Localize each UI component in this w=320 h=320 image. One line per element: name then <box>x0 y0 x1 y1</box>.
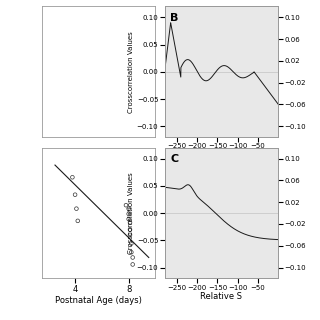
Point <box>126 211 131 216</box>
Point <box>70 175 75 180</box>
Point <box>126 217 131 222</box>
X-axis label: Relative S: Relative S <box>200 151 243 160</box>
Point <box>74 206 79 211</box>
Y-axis label: Crosscorrelation Values: Crosscorrelation Values <box>128 172 134 254</box>
Point <box>129 241 134 246</box>
Point <box>129 250 134 255</box>
Point <box>73 192 78 197</box>
Point <box>75 218 80 223</box>
X-axis label: Relative S: Relative S <box>200 292 243 301</box>
Point <box>127 227 132 232</box>
Text: B: B <box>170 13 179 23</box>
Point <box>130 262 135 267</box>
Point <box>130 255 135 260</box>
Point <box>127 232 132 237</box>
X-axis label: Postnatal Age (days): Postnatal Age (days) <box>55 296 142 305</box>
Point <box>124 203 129 208</box>
Text: C: C <box>170 154 178 164</box>
Point <box>126 206 131 211</box>
Point <box>127 220 132 225</box>
Y-axis label: Crosscorrelation Values: Crosscorrelation Values <box>128 31 134 113</box>
